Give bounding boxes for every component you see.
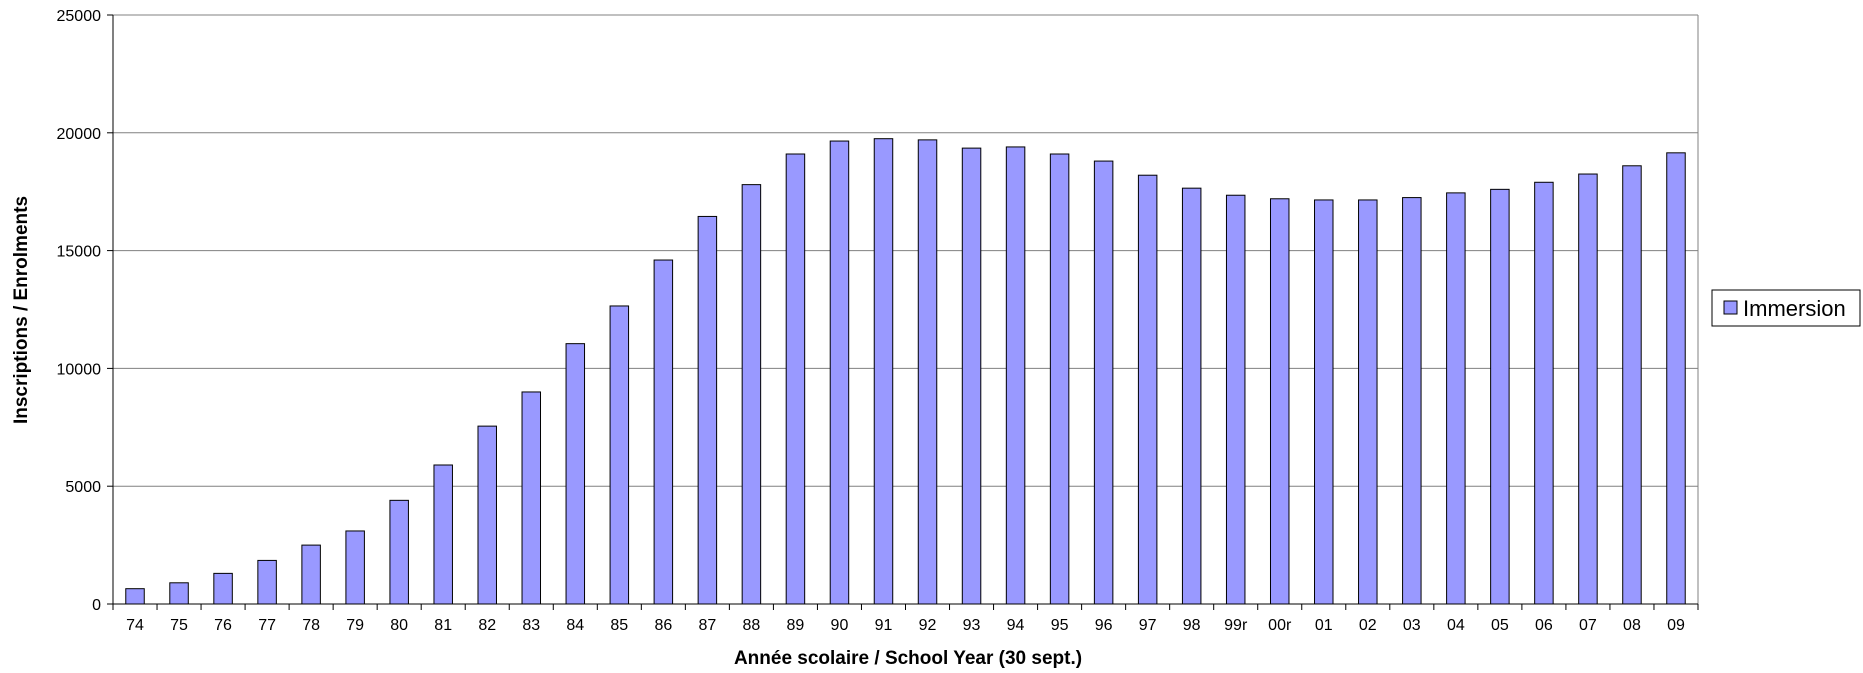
x-tick-label: 02	[1359, 617, 1377, 634]
bar-84	[565, 343, 586, 605]
bar-03	[1402, 197, 1422, 605]
x-tick-label: 75	[170, 617, 188, 634]
x-tick-label: 98	[1183, 617, 1201, 634]
bar-04	[1446, 192, 1466, 605]
y-tick-label: 5000	[65, 479, 101, 496]
bar-96	[1093, 160, 1114, 605]
x-tick-label: 93	[963, 617, 981, 634]
bar-81	[433, 464, 453, 605]
y-axis-title: Inscriptions / Enrolments	[11, 196, 32, 424]
x-tick-label: 09	[1667, 617, 1685, 634]
x-tick-label: 76	[214, 617, 232, 634]
x-tick-label: 77	[258, 617, 276, 634]
bar-85	[609, 305, 630, 605]
legend-swatch-immersion	[1723, 300, 1738, 315]
bar-94	[1005, 146, 1026, 605]
x-tick-label: 04	[1447, 617, 1465, 634]
bar-76	[213, 572, 233, 605]
x-tick-label: 80	[390, 617, 408, 634]
bar-89	[785, 153, 806, 605]
x-tick-label: 01	[1315, 617, 1333, 634]
bar-95	[1049, 153, 1070, 605]
y-tick-label: 25000	[57, 8, 102, 25]
bar-07	[1578, 173, 1598, 605]
x-tick-label: 95	[1051, 617, 1069, 634]
x-tick-label: 86	[654, 617, 672, 634]
x-tick-label: 79	[346, 617, 364, 634]
bar-86	[653, 259, 674, 605]
x-axis-title: Année scolaire / School Year (30 sept.)	[734, 648, 1082, 669]
x-tick-label: 87	[698, 617, 716, 634]
bar-99r	[1225, 194, 1246, 605]
x-tick-label: 85	[610, 617, 628, 634]
x-tick-label: 83	[522, 617, 540, 634]
bar-02	[1358, 199, 1378, 605]
bar-00r	[1269, 198, 1290, 605]
x-tick-label: 07	[1579, 617, 1597, 634]
x-tick-label: 97	[1139, 617, 1157, 634]
x-tick-label: 88	[743, 617, 761, 634]
y-tick-label: 20000	[57, 126, 102, 143]
bar-93	[961, 147, 982, 605]
x-tick-labels: 74 75 76 77 78 79 80 81 82 83 84 85 86 87 88 89 90 91 92 93…	[112, 604, 1699, 634]
bar-78	[301, 544, 321, 605]
x-tick-label: 05	[1491, 617, 1509, 634]
bar-82	[477, 425, 497, 605]
bar-87	[697, 215, 718, 605]
bar-09	[1666, 152, 1686, 605]
y-tick-label: 15000	[57, 244, 102, 261]
y-tick-label: 0	[92, 597, 101, 614]
bar-05	[1490, 188, 1510, 605]
x-tick-label: 00r	[1268, 617, 1292, 634]
x-tick-label: 78	[302, 617, 320, 634]
legend: Immersion	[1711, 289, 1861, 327]
x-tick-label: 08	[1623, 617, 1641, 634]
x-tick-label: 81	[434, 617, 452, 634]
bar-06	[1534, 181, 1554, 605]
bar-08	[1622, 165, 1642, 605]
bar-92	[917, 139, 938, 605]
bar-91	[873, 138, 894, 605]
y-tick-label: 10000	[57, 361, 102, 378]
x-tick-label: 91	[875, 617, 893, 634]
bars-immersion	[125, 138, 1686, 605]
bar-80	[389, 499, 409, 605]
x-tick-label: 74	[126, 617, 144, 634]
x-tick-label: 90	[831, 617, 849, 634]
x-tick-label: 94	[1007, 617, 1025, 634]
x-tick-label: 82	[478, 617, 496, 634]
x-tick-label: 06	[1535, 617, 1553, 634]
bar-74	[125, 588, 145, 605]
bar-98	[1181, 187, 1202, 605]
x-tick-label: 03	[1403, 617, 1421, 634]
bar-75	[169, 582, 189, 605]
bar-88	[741, 184, 762, 605]
legend-label-immersion: Immersion	[1743, 296, 1846, 321]
x-tick-label: 84	[566, 617, 584, 634]
bar-01	[1314, 199, 1334, 605]
x-tick-label: 96	[1095, 617, 1113, 634]
x-tick-label: 89	[787, 617, 805, 634]
bar-97	[1137, 174, 1158, 605]
bar-90	[829, 140, 850, 605]
bar-83	[521, 391, 542, 605]
y-tick-labels: 0 5000 10000 15000 20000 25000	[57, 8, 113, 614]
bar-79	[345, 530, 365, 605]
x-tick-label: 99r	[1224, 617, 1248, 634]
x-tick-label: 92	[919, 617, 937, 634]
bar-77	[257, 559, 277, 605]
